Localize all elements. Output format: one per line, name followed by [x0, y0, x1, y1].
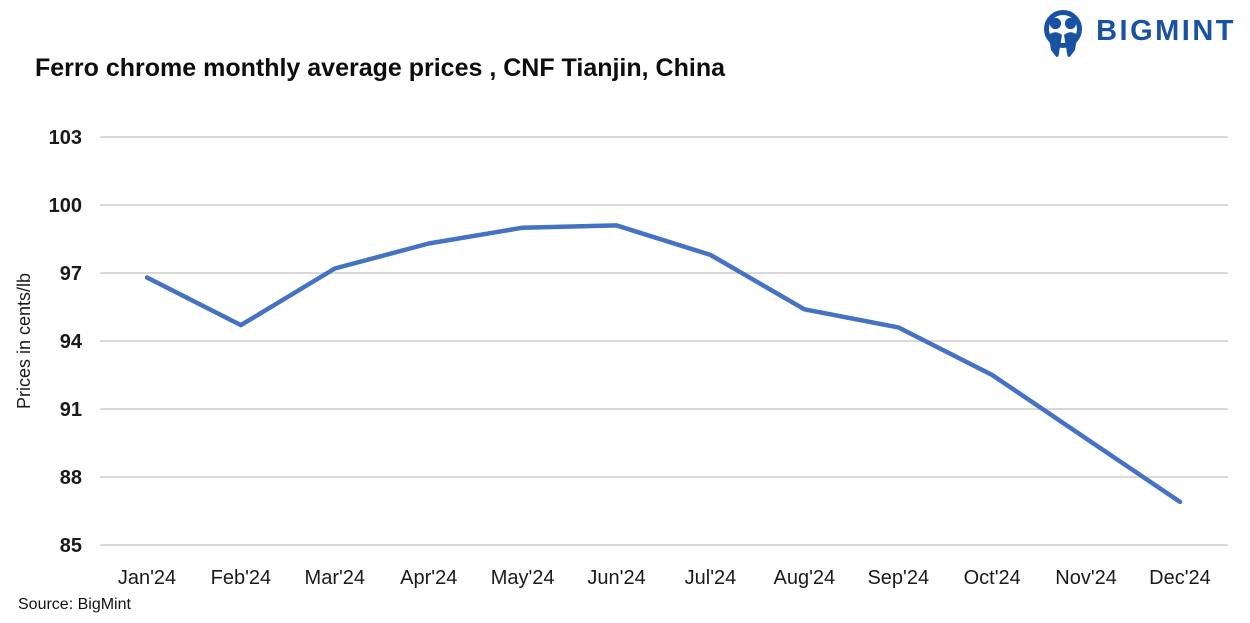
x-tick-label: Aug'24 — [774, 567, 836, 589]
x-tick-label: Apr'24 — [400, 567, 457, 589]
x-tick-label: May'24 — [491, 567, 555, 589]
x-tick-label: Oct'24 — [964, 567, 1021, 589]
y-tick-label: 97 — [60, 263, 82, 285]
price-line — [144, 223, 1183, 505]
bigmint-logo-text: BIGMINT — [1096, 15, 1236, 47]
bigmint-people-icon — [1037, 8, 1089, 65]
y-tick-label: 103 — [49, 127, 82, 149]
x-tick-label: Feb'24 — [211, 567, 272, 589]
source-note: Source: BigMint — [18, 596, 131, 613]
x-tick-label: Jan'24 — [118, 567, 176, 589]
chart-title: Ferro chrome monthly average prices , CN… — [35, 54, 725, 82]
y-tick-label: 91 — [60, 399, 82, 421]
y-tick-label: 88 — [60, 467, 82, 489]
x-tick-label: Nov'24 — [1055, 567, 1117, 589]
x-tick-label: Jun'24 — [587, 567, 645, 589]
bigmint-logo: BIGMINT — [1037, 8, 1236, 65]
y-tick-label: 85 — [60, 535, 82, 557]
y-tick-label: 94 — [60, 331, 83, 353]
chart-area: 85 88 91 94 97 100 103 Jan'24 Feb'24 Mar'24 Apr'24… — [0, 108, 1250, 598]
y-tick-label: 100 — [49, 195, 82, 217]
x-tick-label: Dec'24 — [1149, 567, 1211, 589]
y-axis-title: Prices in cents/lb — [14, 273, 34, 409]
price-chart: 85 88 91 94 97 100 103 Jan'24 Feb'24 Mar'24 Apr'24… — [14, 127, 1228, 589]
x-tick-label: Sep'24 — [867, 567, 929, 589]
x-tick-label: Jul'24 — [685, 567, 737, 589]
x-tick-label: Mar'24 — [305, 567, 366, 589]
